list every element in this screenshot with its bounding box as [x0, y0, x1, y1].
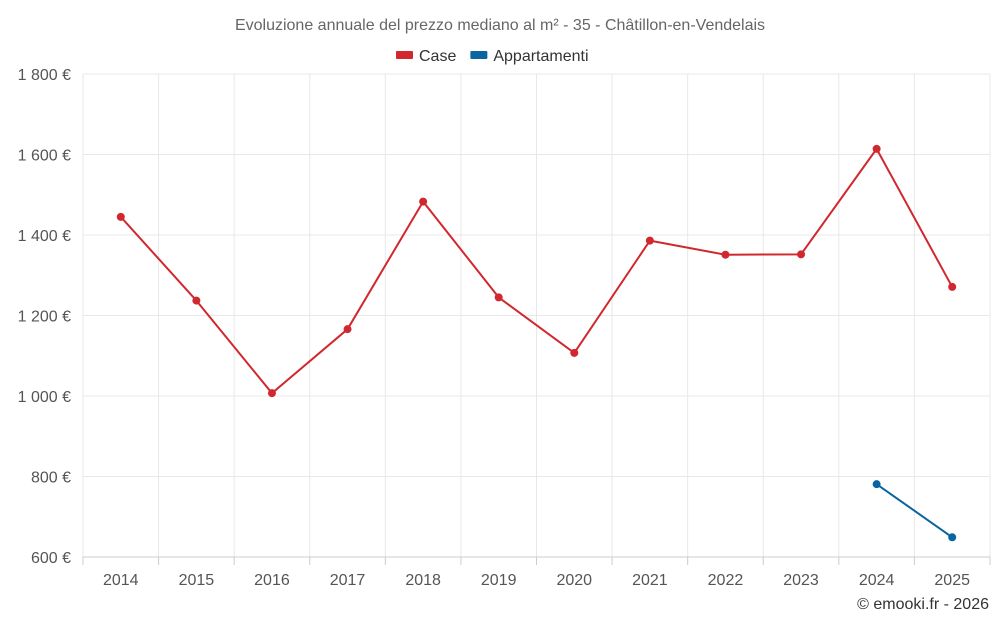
- data-point[interactable]: [721, 250, 730, 259]
- data-point[interactable]: [116, 212, 125, 221]
- y-tick-label: 1 600 €: [18, 148, 71, 165]
- x-tick-labels: 2014 2015 2016 2017 2018 2019 2020 2021 2022 2023…: [103, 572, 970, 589]
- data-point[interactable]: [419, 197, 428, 206]
- data-point[interactable]: [948, 282, 957, 291]
- credit-text: © emooki.fr - 2026: [857, 596, 989, 613]
- x-tick-label: 2021: [632, 572, 668, 589]
- legend-swatch: [396, 51, 413, 59]
- legend-item-case[interactable]: Case: [396, 48, 456, 65]
- series-case: [116, 144, 957, 398]
- legend: Case Appartamenti: [396, 48, 589, 65]
- legend-item-appartamenti[interactable]: Appartamenti: [470, 48, 589, 65]
- legend-label: Case: [419, 48, 456, 65]
- x-tick-label: 2016: [254, 572, 290, 589]
- series-line: [876, 483, 953, 539]
- data-point[interactable]: [494, 293, 503, 302]
- x-tick-label: 2022: [708, 572, 744, 589]
- x-tick-label: 2017: [330, 572, 366, 589]
- y-tick-label: 800 €: [31, 470, 71, 487]
- y-tick-label: 600 €: [31, 550, 71, 567]
- data-point[interactable]: [267, 389, 276, 398]
- x-tick-label: 2015: [179, 572, 215, 589]
- y-tick-label: 1 800 €: [18, 67, 71, 84]
- x-tick-label: 2023: [783, 572, 819, 589]
- x-tick-label: 2024: [859, 572, 895, 589]
- data-point[interactable]: [343, 325, 352, 334]
- y-tick-label: 1 400 €: [18, 228, 71, 245]
- data-point[interactable]: [872, 480, 881, 489]
- data-point[interactable]: [570, 348, 579, 357]
- data-point[interactable]: [797, 250, 806, 259]
- y-tick-labels: 600 € 800 € 1 000 € 1 200 € 1 400 € 1 600 € 1 …: [18, 67, 71, 567]
- x-tick-label: 2019: [481, 572, 517, 589]
- x-tick-label: 2020: [556, 572, 592, 589]
- legend-swatch: [470, 51, 488, 59]
- series-layer: [116, 144, 957, 542]
- data-point[interactable]: [192, 296, 201, 305]
- data-point[interactable]: [645, 236, 654, 245]
- y-tick-label: 1 000 €: [18, 389, 71, 406]
- data-point[interactable]: [948, 533, 957, 542]
- series-appartamenti: [872, 480, 957, 542]
- x-tick-label: 2018: [405, 572, 441, 589]
- data-point[interactable]: [872, 144, 881, 153]
- series-line: [120, 147, 954, 395]
- axes: [82, 556, 991, 565]
- x-tick-label: 2014: [103, 572, 139, 589]
- x-tick-label: 2025: [934, 572, 970, 589]
- y-tick-label: 1 200 €: [18, 309, 71, 326]
- chart-title: Evoluzione annuale del prezzo mediano al…: [235, 17, 765, 34]
- legend-label: Appartamenti: [493, 48, 588, 65]
